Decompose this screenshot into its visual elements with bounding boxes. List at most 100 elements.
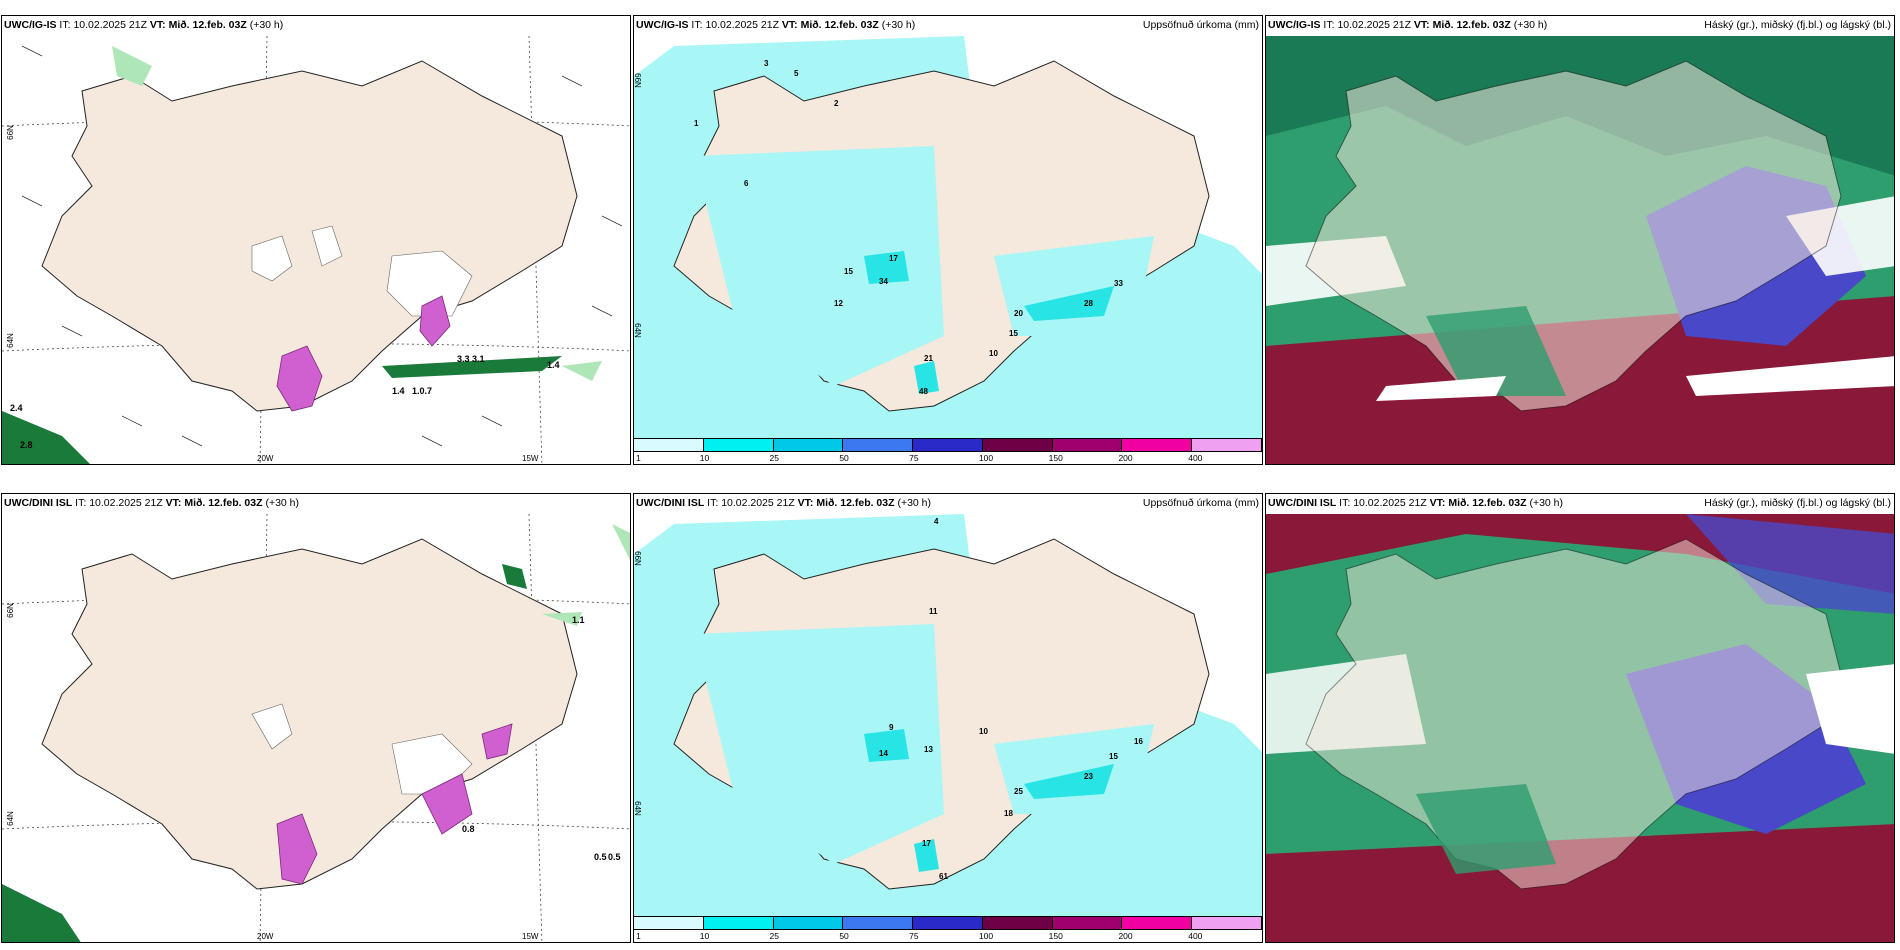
valid-time: Mið. 12.feb. 03Z	[1432, 19, 1511, 31]
wind-label: 3.3 3.1	[457, 354, 485, 364]
colorbar-label: 1	[636, 931, 641, 941]
vt-prefix: VT:	[1429, 497, 1446, 509]
precip-label: 2	[834, 99, 839, 108]
panel-cloud-top[interactable]: UWC/IG-IS IT: 10.02.2025 21Z VT: Mið. 12…	[1265, 15, 1895, 465]
init-time: 10.02.2025 21Z	[705, 19, 779, 31]
panel-wind-top[interactable]: UWC/IG-IS IT: 10.02.2025 21Z VT: Mið. 12…	[1, 15, 631, 465]
precip-label: 6	[744, 179, 749, 188]
lat-label: 64N	[5, 811, 15, 826]
wind-label: 2.8	[20, 440, 33, 450]
precip-label: 16	[1134, 737, 1143, 746]
precip-label: 21	[924, 354, 933, 363]
init-time: 10.02.2025 21Z	[1353, 497, 1427, 509]
model-name: UWC/IG-IS	[636, 19, 689, 31]
colorbar-cell	[1052, 917, 1123, 929]
colorbar-cell	[1052, 439, 1123, 451]
panel-header: UWC/IG-IS IT: 10.02.2025 21Z VT: Mið. 12…	[636, 19, 915, 31]
precip-colorbar: 1 10 25 50 75 100 150 200 400	[634, 916, 1262, 942]
precip-label: 1	[694, 119, 699, 128]
precip-label: 61	[939, 872, 948, 881]
colorbar-label: 50	[839, 453, 849, 463]
colorbar-cell	[843, 917, 914, 929]
colorbar-label: 75	[909, 453, 919, 463]
panel-header: UWC/DINI ISL IT: 10.02.2025 21Z VT: Mið.…	[4, 497, 299, 509]
precip-label: 15	[1009, 329, 1018, 338]
lead-time: (+30 h)	[265, 497, 300, 509]
panel-cloud-bottom[interactable]: UWC/DINI ISL IT: 10.02.2025 21Z VT: Mið.…	[1265, 493, 1895, 943]
colorbar-label: 10	[699, 453, 710, 463]
lon-label: 20W	[257, 932, 274, 941]
valid-time: Mið. 12.feb. 03Z	[184, 497, 263, 509]
model-name: UWC/DINI ISL	[4, 497, 73, 509]
precip-label: 15	[1109, 752, 1118, 761]
precip-label: 18	[1004, 809, 1013, 818]
colorbar-cell	[773, 439, 844, 451]
precip-label: 13	[924, 745, 933, 754]
precip-label: 9	[889, 723, 894, 732]
panel-header: UWC/DINI ISL IT: 10.02.2025 21Z VT: Mið.…	[636, 497, 931, 509]
vt-prefix: VT:	[165, 497, 182, 509]
precip-label: 23	[1084, 772, 1093, 781]
model-name: UWC/IG-IS	[1268, 19, 1321, 31]
model-name: UWC/DINI ISL	[1268, 497, 1337, 509]
colorbar-label: 200	[1118, 931, 1133, 941]
lead-time: (+30 h)	[1529, 497, 1564, 509]
wind-label: 1.1	[572, 615, 585, 625]
init-time: 10.02.2025 21Z	[89, 497, 163, 509]
lon-label: 15W	[522, 454, 539, 463]
panel-header: UWC/IG-IS IT: 10.02.2025 21Z VT: Mið. 12…	[4, 19, 283, 31]
map-title: Háský (gr.), miðský (fj.bl.) og lágský (…	[1704, 19, 1891, 31]
vt-prefix: VT:	[797, 497, 814, 509]
precip-label: 28	[1084, 299, 1093, 308]
it-prefix: IT:	[1323, 19, 1335, 31]
lat-label: 64N	[5, 333, 15, 348]
colorbar-cell	[1192, 439, 1262, 451]
precip-label: 20	[1014, 309, 1023, 318]
lead-time: (+30 h)	[881, 19, 916, 31]
precip-label: 15	[844, 267, 853, 276]
panel-precip-bottom[interactable]: UWC/DINI ISL IT: 10.02.2025 21Z VT: Mið.…	[633, 493, 1263, 943]
colorbar-cell	[982, 917, 1053, 929]
colorbar-label: 400	[1188, 453, 1203, 463]
precip-colorbar: 1 10 25 50 75 100 150 200 400	[634, 438, 1262, 464]
valid-time: Mið. 12.feb. 03Z	[816, 497, 895, 509]
precip-map: 3 5 2 1 6 15 17 34 12 21 20 15 28 33 48 …	[634, 16, 1262, 440]
colorbar-label: 25	[769, 453, 780, 463]
precip-label: 17	[889, 254, 898, 263]
it-prefix: IT:	[75, 497, 87, 509]
precip-label: 3	[764, 59, 769, 68]
lat-label: 66N	[5, 125, 15, 140]
init-time: 10.02.2025 21Z	[721, 497, 795, 509]
panel-header: UWC/IG-IS IT: 10.02.2025 21Z VT: Mið. 12…	[1268, 19, 1547, 31]
map-title: Uppsöfnuð úrkoma (mm)	[1142, 497, 1259, 509]
lat-label: 64N	[633, 323, 642, 338]
colorbar-label: 50	[839, 931, 849, 941]
wind-label: 0.8	[462, 824, 475, 834]
iceland-land	[41, 60, 578, 412]
it-prefix: IT:	[691, 19, 703, 31]
lead-time: (+30 h)	[1513, 19, 1548, 31]
precip-label: 33	[1114, 279, 1123, 288]
lon-label: 20W	[257, 454, 274, 463]
colorbar-cell	[843, 439, 914, 451]
precip-map: 4 11 9 13 10 25 23 15 17 61 18 14 16	[634, 494, 1262, 918]
wind-label: 1.4	[547, 360, 560, 370]
colorbar-label: 150	[1048, 453, 1063, 463]
colorbar-cell	[1122, 439, 1193, 451]
colorbar-cell	[773, 917, 844, 929]
panel-wind-bottom[interactable]: UWC/DINI ISL IT: 10.02.2025 21Z VT: Mið.…	[1, 493, 631, 943]
colorbar-cell	[1122, 917, 1193, 929]
precip-label: 10	[989, 349, 998, 358]
precip-label: 14	[879, 749, 888, 758]
valid-time: Mið. 12.feb. 03Z	[1448, 497, 1527, 509]
init-time: 10.02.2025 21Z	[1337, 19, 1411, 31]
lat-label: 66N	[633, 73, 642, 88]
wind-map: 1.4 1.0.7 3.3 3.1 1.4 2.4 2.8	[2, 35, 630, 464]
valid-time: Mið. 12.feb. 03Z	[800, 19, 879, 31]
map-title: Uppsöfnuð úrkoma (mm)	[1142, 19, 1259, 31]
colorbar-cell	[913, 917, 983, 929]
lead-time: (+30 h)	[897, 497, 932, 509]
colorbar-cell	[703, 439, 774, 451]
panel-precip-top[interactable]: UWC/IG-IS IT: 10.02.2025 21Z VT: Mið. 12…	[633, 15, 1263, 465]
colorbar-cell	[634, 439, 704, 451]
